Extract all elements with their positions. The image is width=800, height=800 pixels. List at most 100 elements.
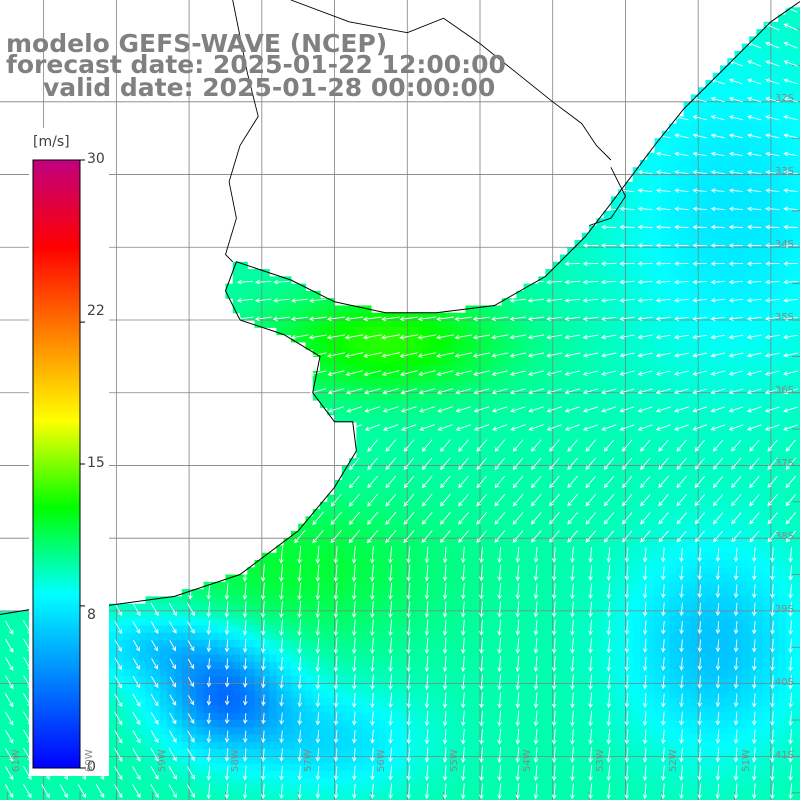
wind-speed-cell (734, 567, 743, 576)
wind-speed-cell (690, 312, 699, 321)
wind-speed-cell (727, 123, 736, 132)
wind-speed-cell (792, 14, 800, 23)
wind-speed-cell (240, 312, 248, 321)
wind-speed-cell (640, 218, 648, 227)
wind-speed-cell (749, 552, 757, 561)
wind-speed-cell (698, 603, 707, 612)
wind-speed-cell (763, 50, 772, 59)
wind-speed-cell (414, 356, 423, 365)
wind-speed-cell (283, 647, 292, 656)
wind-speed-cell (770, 145, 779, 154)
wind-speed-cell (676, 189, 685, 197)
wind-speed-cell (14, 647, 23, 656)
wind-speed-cell (480, 327, 488, 336)
wind-speed-cell (545, 320, 554, 328)
wind-speed-cell (669, 356, 677, 365)
wind-speed-cell (676, 400, 685, 408)
wind-speed-cell (596, 232, 605, 241)
wind-speed-cell (632, 436, 641, 445)
wind-speed-cell (290, 618, 299, 627)
wind-speed-cell (574, 654, 583, 663)
wind-speed-cell (741, 58, 750, 67)
wind-speed-cell (581, 320, 590, 328)
wind-speed-cell (370, 683, 379, 692)
wind-speed-cell (385, 632, 394, 641)
wind-speed-cell (392, 683, 401, 692)
wind-speed-cell (385, 327, 394, 336)
wind-speed-cell (763, 356, 772, 365)
wind-speed-cell (792, 501, 800, 510)
wind-speed-cell (407, 610, 416, 619)
wind-speed-cell (349, 458, 357, 467)
wind-speed-cell (632, 618, 641, 627)
wind-speed-cell (538, 298, 547, 307)
wind-speed-cell (785, 196, 794, 205)
wind-speed-cell (487, 523, 496, 532)
wind-speed-cell (727, 603, 736, 612)
wind-speed-cell (516, 589, 525, 597)
wind-speed-cell (589, 392, 597, 401)
wind-speed-cell (109, 625, 117, 634)
wind-speed-cell (327, 574, 336, 583)
wind-speed-cell (741, 523, 750, 532)
wind-speed-cell (654, 341, 663, 350)
wind-speed-cell (327, 509, 336, 517)
wind-speed-cell (741, 130, 750, 139)
wind-speed-cell (698, 334, 707, 343)
wind-speed-cell (334, 414, 343, 423)
wind-speed-cell (552, 429, 561, 437)
wind-speed-cell (727, 392, 736, 401)
wind-speed-cell (581, 414, 590, 423)
wind-speed-cell (778, 618, 787, 627)
wind-speed-cell (756, 167, 765, 176)
wind-speed-cell (712, 232, 721, 241)
wind-speed-cell (123, 683, 132, 692)
wind-speed-cell (545, 654, 554, 663)
wind-speed-cell (247, 618, 256, 627)
wind-speed-cell (363, 385, 372, 394)
wind-speed-cell (552, 560, 561, 568)
wind-speed-cell (530, 523, 539, 532)
wind-speed-cell (378, 625, 387, 634)
wind-speed-cell (778, 87, 787, 96)
wind-speed-cell (545, 378, 554, 387)
wind-speed-cell (690, 669, 699, 677)
wind-speed-cell (203, 632, 212, 641)
wind-speed-cell (770, 116, 779, 125)
wind-speed-cell (538, 305, 547, 314)
wind-speed-cell (370, 458, 379, 467)
wind-speed-cell (727, 450, 736, 459)
wind-speed-cell (334, 538, 343, 547)
wind-speed-cell (654, 509, 663, 517)
wind-speed-cell (240, 305, 248, 314)
wind-speed-cell (378, 480, 387, 488)
wind-speed-cell (218, 581, 227, 590)
wind-speed-cell (385, 669, 394, 677)
wind-speed-cell (0, 640, 8, 648)
wind-speed-cell (720, 305, 728, 314)
wind-speed-cell (494, 327, 503, 336)
wind-speed-cell (712, 400, 721, 408)
wind-speed-cell (560, 581, 568, 590)
wind-speed-cell (756, 545, 765, 554)
wind-speed-cell (727, 574, 736, 583)
wind-speed-cell (334, 320, 343, 328)
wind-speed-cell (363, 581, 372, 590)
wind-speed-cell (203, 603, 212, 612)
wind-speed-cell (589, 283, 597, 292)
wind-speed-cell (741, 480, 750, 488)
wind-speed-cell (429, 320, 437, 328)
wind-speed-cell (407, 552, 416, 561)
wind-speed-cell (770, 327, 779, 336)
wind-speed-cell (603, 378, 612, 387)
wind-speed-cell (610, 632, 619, 641)
wind-speed-cell (625, 341, 634, 350)
wind-speed-cell (472, 378, 481, 387)
wind-speed-cell (160, 603, 168, 612)
wind-speed-cell (538, 363, 547, 372)
wind-speed-cell (269, 676, 277, 685)
wind-speed-cell (552, 450, 561, 459)
wind-speed-cell (778, 232, 787, 241)
wind-speed-cell (792, 21, 800, 30)
wind-speed-cell (370, 669, 379, 677)
